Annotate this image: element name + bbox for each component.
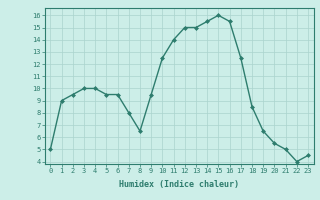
X-axis label: Humidex (Indice chaleur): Humidex (Indice chaleur) <box>119 180 239 189</box>
